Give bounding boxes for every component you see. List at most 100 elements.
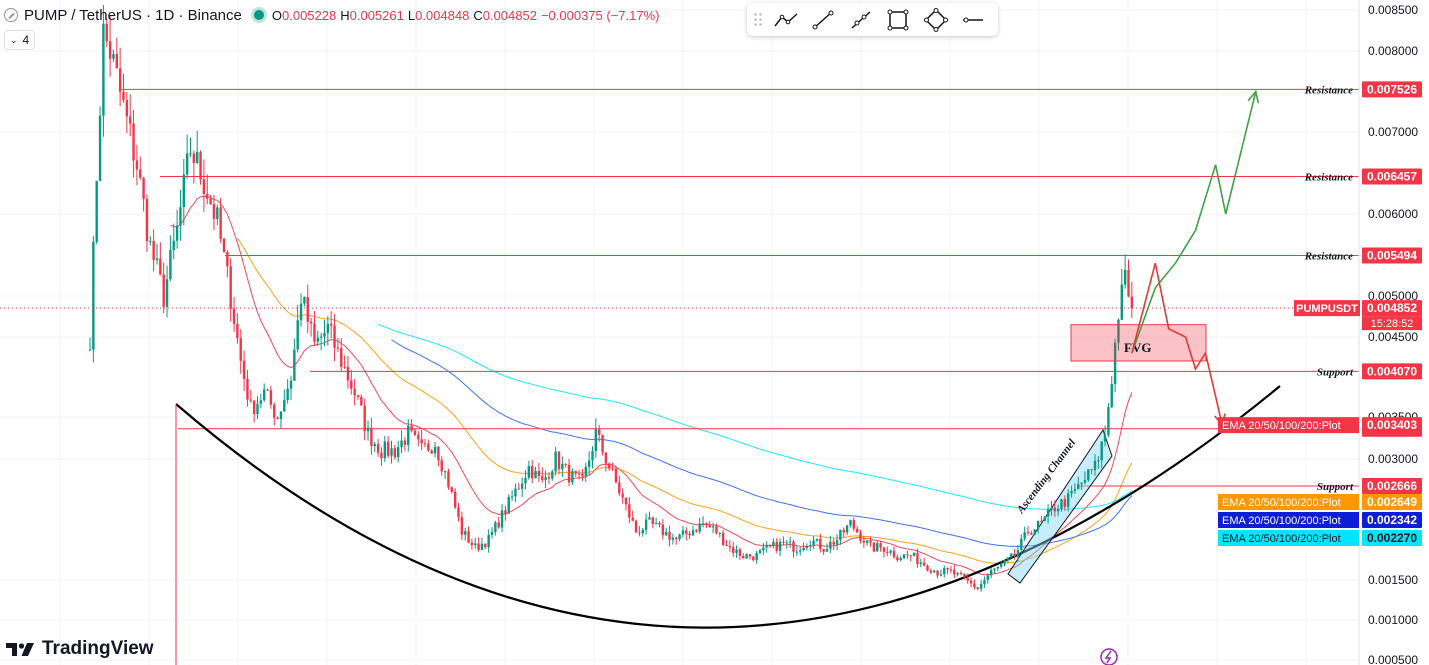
candle-body [822, 549, 825, 552]
candle-body [1020, 538, 1023, 550]
ohlc-close: C0.004852 [473, 7, 537, 23]
candle-body [1070, 490, 1073, 494]
tradingview-logo[interactable]: TradingView [6, 638, 154, 660]
trend-line-icon[interactable] [773, 7, 799, 33]
path-icon[interactable] [923, 7, 949, 33]
candle-body [919, 562, 922, 565]
candle-body [802, 548, 805, 551]
ema-label: EMA 20/50/100/200:Plot [1222, 497, 1341, 509]
ema-label: EMA 20/50/100/200:Plot [1222, 420, 1341, 432]
candle-body [825, 548, 829, 552]
candle-body [139, 169, 142, 178]
level-label: Resistance [1304, 172, 1353, 184]
ema-100-line [391, 339, 1133, 548]
candle-body [330, 323, 333, 326]
candle-body [711, 526, 715, 528]
candle-body [118, 68, 122, 92]
candle-body [520, 483, 524, 489]
candle-body [453, 491, 457, 508]
brand-name: TradingView [42, 638, 154, 659]
candle-body [983, 580, 986, 585]
price-tag [1362, 494, 1422, 510]
price-tag-label: 0.002649 [1367, 495, 1417, 509]
cup-curve [175, 385, 1281, 629]
chevron-down-icon: ⌄ [10, 34, 18, 45]
candle-body [678, 534, 681, 540]
candle-body [132, 123, 135, 161]
candle-body [259, 400, 263, 404]
candle-body [681, 530, 685, 535]
candle-body [239, 338, 242, 361]
bullish-projection-arrowhead [1247, 89, 1260, 104]
candle-body [480, 543, 484, 550]
candle-body [115, 53, 118, 69]
candle-body [1117, 319, 1120, 343]
candle-body [577, 473, 581, 475]
candle-body [279, 411, 283, 419]
candle-body [691, 530, 695, 536]
candle-body [624, 497, 628, 505]
candle-body [470, 542, 474, 546]
candle-body [879, 543, 882, 548]
candle-body [852, 520, 855, 529]
candle-body [534, 470, 537, 479]
line-icon[interactable] [810, 7, 836, 33]
horizontal-line-icon[interactable] [960, 7, 986, 33]
candle-body [772, 541, 775, 546]
candle-body [199, 152, 202, 180]
candle-body [393, 448, 397, 458]
candle-body [319, 336, 323, 338]
candle-body [249, 399, 252, 401]
candle-body [1073, 489, 1077, 491]
price-tag [1362, 168, 1422, 185]
candle-body [621, 493, 624, 498]
candle-body [159, 258, 162, 275]
chart-title[interactable]: PUMP / TetherUS · 1D · Binance [24, 6, 242, 24]
candle-body [276, 417, 279, 419]
ray-icon[interactable] [848, 7, 874, 33]
candle-body [447, 471, 450, 488]
drag-handle-icon[interactable] [753, 11, 763, 28]
price-tag-label: 0.002342 [1367, 513, 1417, 527]
ema-label-box [1218, 530, 1359, 546]
candle-body [567, 464, 571, 483]
candle-body [175, 225, 179, 241]
candle-body [1127, 269, 1130, 297]
candle-body [976, 587, 979, 589]
candle-body [547, 477, 551, 479]
candle-body [400, 440, 403, 448]
candle-body [969, 580, 973, 584]
candle-body [417, 434, 420, 440]
candle-body [544, 477, 547, 480]
candle-body [591, 451, 594, 461]
candle-body [179, 207, 182, 226]
candle-body [849, 520, 852, 526]
price-tick-label: 0.003000 [1368, 452, 1418, 466]
candle-body [196, 152, 199, 163]
candle-body [507, 496, 510, 514]
candle-body [226, 251, 229, 267]
level-label: Support [1317, 481, 1354, 493]
candle-body [855, 528, 859, 533]
candle-body [477, 543, 480, 550]
candle-body [490, 532, 494, 536]
rectangle-icon[interactable] [885, 7, 911, 33]
candle-body [638, 532, 641, 534]
symbol-tag [1294, 300, 1360, 317]
price-tag-label: 0.003403 [1367, 418, 1417, 432]
candle-body [584, 466, 587, 477]
candle-body [92, 241, 95, 350]
candle-body [397, 447, 400, 458]
indicators-toggle[interactable]: ⌄ 4 [4, 30, 36, 50]
candle-body [383, 441, 386, 459]
candle-body [554, 451, 557, 472]
candle-body [986, 575, 989, 581]
candle-body [313, 323, 316, 342]
level-label: Resistance [1304, 84, 1353, 96]
symbol-tag-label: PUMPUSDT [1296, 303, 1358, 315]
candle-body [443, 471, 447, 473]
candle-body [122, 91, 125, 101]
candle-body [102, 23, 105, 116]
candle-body [715, 526, 718, 534]
